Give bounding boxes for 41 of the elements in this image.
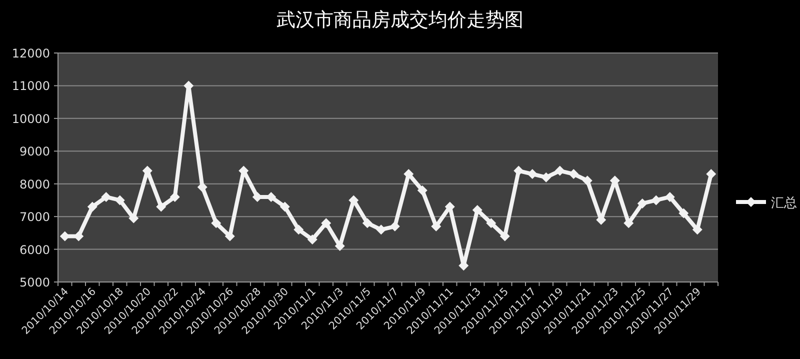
point: [431, 221, 442, 232]
chart-title: 武汉市商品房成交均价走势图: [276, 9, 524, 31]
y-tick-label: 6000: [19, 242, 50, 257]
y-tick-label: 8000: [19, 177, 50, 192]
point: [568, 169, 579, 180]
point: [197, 182, 208, 192]
y-tick-label: 12000: [12, 46, 50, 60]
point: [224, 231, 235, 242]
y-tick-label: 7000: [19, 210, 50, 224]
point: [114, 195, 125, 206]
point: [554, 166, 565, 176]
point: [678, 208, 689, 218]
y-tick-label: 10000: [12, 112, 50, 126]
point: [706, 169, 716, 180]
point: [582, 176, 592, 186]
y-tick-label: 5000: [19, 276, 50, 290]
point: [541, 172, 552, 182]
point: [664, 192, 675, 202]
point: [390, 221, 400, 232]
point: [527, 169, 538, 180]
point: [472, 205, 482, 216]
point: [156, 202, 166, 212]
point: [362, 218, 372, 228]
point: [514, 166, 524, 176]
point: [486, 218, 496, 228]
point: [211, 218, 222, 228]
legend-label: 汇总: [771, 196, 797, 211]
point: [651, 195, 662, 206]
y-tick-label: 11000: [12, 79, 50, 94]
point: [417, 185, 428, 196]
point: [307, 234, 318, 244]
point: [294, 224, 304, 235]
y-tick-label: 9000: [19, 144, 50, 159]
point: [376, 224, 386, 235]
point: [637, 198, 648, 208]
point: [624, 218, 634, 228]
point: [101, 192, 112, 202]
point: [280, 202, 290, 212]
point: [87, 202, 98, 212]
point: [500, 231, 510, 242]
point: [321, 218, 332, 228]
